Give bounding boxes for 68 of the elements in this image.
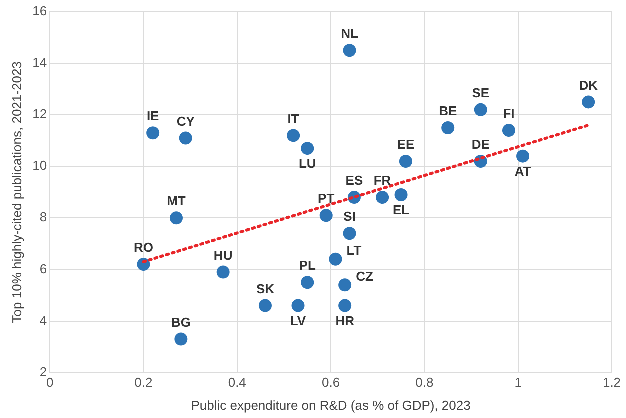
point: [287, 129, 300, 142]
annotation: HU: [214, 248, 233, 263]
annotation: SE: [472, 86, 490, 101]
y-axis-title: Top 10% highly-cited publications, 2021-2023: [9, 62, 24, 324]
annotation: SI: [344, 209, 356, 224]
point: [329, 252, 342, 266]
annotation: LU: [298, 156, 316, 172]
y-tick-label: 4: [40, 312, 48, 328]
x-tick-label: 0.4: [228, 375, 246, 390]
point: [216, 266, 230, 279]
annotation: FR: [374, 173, 392, 188]
y-tick-label: 10: [32, 158, 48, 174]
x-tick-label: 0.2: [134, 375, 153, 390]
annotation: AT: [514, 164, 532, 179]
point: [394, 188, 408, 202]
point: [343, 44, 356, 58]
point: [399, 154, 412, 168]
x-tick-label: 1: [514, 375, 522, 390]
y-tick-label: 8: [40, 210, 48, 225]
point: [338, 278, 352, 292]
point: [170, 212, 183, 225]
annotation: PT: [318, 191, 335, 206]
annotation: LT: [346, 242, 362, 258]
annotation: SK: [256, 281, 276, 296]
point: [502, 124, 516, 138]
y-tick-label: 14: [32, 55, 48, 70]
annotation: CZ: [356, 268, 374, 284]
annotation: BG: [171, 314, 191, 330]
annotation: DE: [472, 137, 490, 152]
point: [376, 191, 390, 204]
y-tick-label: 6: [40, 261, 48, 276]
annotation: ES: [346, 173, 364, 188]
annotation: EE: [397, 137, 415, 152]
annotation: RO: [134, 240, 154, 256]
annotation: FI: [503, 106, 515, 122]
x-tick-label: 1.2: [602, 375, 622, 390]
point: [179, 132, 192, 145]
point: [338, 299, 352, 312]
point: [292, 299, 305, 312]
annotation: BE: [439, 104, 458, 119]
annotation: EL: [392, 202, 410, 218]
y-tick-label: 2: [40, 364, 48, 380]
point: [474, 103, 488, 116]
point: [301, 142, 314, 156]
y-tick-label: 16: [32, 4, 48, 19]
x-axis-title: Public expenditure on R&D (as % of GDP), 2023: [191, 398, 471, 413]
annotation: MT: [167, 194, 186, 209]
point: [146, 126, 160, 140]
point: [301, 276, 314, 290]
annotation: NL: [341, 26, 358, 42]
x-tick-label: 0.8: [416, 375, 434, 390]
annotation: IT: [288, 111, 300, 126]
point: [343, 227, 356, 240]
annotation: IE: [146, 108, 160, 124]
x-tick-label: 0.6: [322, 375, 340, 390]
point: [174, 332, 188, 346]
y-tick-label: 12: [32, 106, 48, 122]
annotation: PL: [299, 258, 316, 274]
annotation: CY: [176, 114, 196, 129]
point: [258, 299, 272, 312]
point: [320, 209, 333, 222]
annotation: LV: [290, 313, 306, 328]
annotation: DK: [579, 78, 599, 93]
annotation: HR: [336, 313, 356, 328]
point: [442, 121, 455, 134]
point: [582, 96, 596, 109]
point: [516, 150, 530, 163]
x-tick-label: 0: [46, 375, 54, 390]
